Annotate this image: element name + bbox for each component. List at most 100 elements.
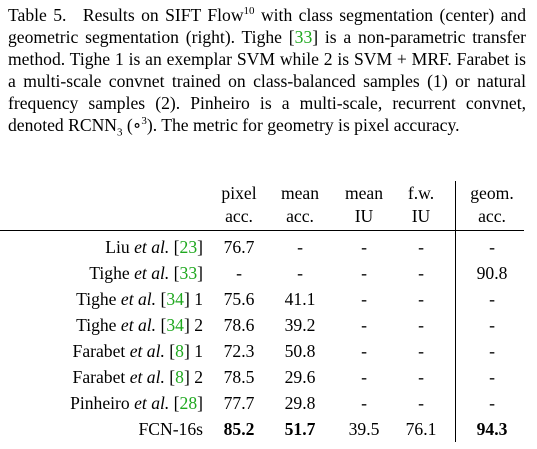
method-text: Liu	[105, 236, 135, 257]
table-row: Farabet et al. [8] 2 78.5 29.6 - - -	[0, 364, 524, 390]
value-cell: 76.1	[393, 416, 456, 442]
method-text: [	[169, 236, 180, 257]
table-row: Tighe et al. [33] - - - - 90.8	[0, 260, 524, 286]
caption-sub: 3	[116, 126, 123, 139]
method-cell: Tighe et al. [33]	[0, 260, 213, 286]
value-cell: 75.6	[213, 286, 265, 312]
value-cell: 29.6	[265, 364, 335, 390]
header-cell: mean	[344, 182, 384, 203]
value: 39.5	[348, 418, 380, 439]
value-cell: 94.3	[455, 416, 524, 442]
method-text: ] 2	[183, 314, 203, 335]
value-cell: -	[393, 338, 456, 364]
caption-label: Table 5.	[8, 5, 67, 25]
caption-text: with class segmentation (center) and geo…	[8, 5, 526, 47]
value-cell: 41.1	[265, 286, 335, 312]
value-cell: -	[455, 312, 524, 338]
value-cell: -	[455, 338, 524, 364]
value: -	[418, 262, 424, 283]
method-text: et al.	[134, 262, 170, 283]
value-cell: 85.2	[213, 416, 265, 442]
value: -	[489, 314, 495, 335]
value: -	[361, 314, 367, 335]
method-text: [	[156, 288, 167, 309]
value: -	[361, 288, 367, 309]
caption-text: ). The metric for geometry is pixel accu…	[146, 115, 460, 135]
value: -	[489, 288, 495, 309]
value: 51.7	[284, 418, 316, 439]
header-cell: IU	[335, 204, 393, 231]
citation[interactable]: 34	[166, 314, 184, 335]
header-cell: acc.	[213, 204, 265, 231]
value-cell: 29.8	[265, 390, 335, 416]
header-cell: IU	[393, 204, 456, 231]
caption-sup: 3	[141, 115, 147, 128]
caption-sup: 10	[243, 5, 255, 18]
value: -	[418, 340, 424, 361]
value: -	[489, 340, 495, 361]
value-cell: 50.8	[265, 338, 335, 364]
value-cell: -	[455, 230, 524, 260]
value: -	[361, 392, 367, 413]
header-cell: acc.	[455, 204, 524, 231]
value-cell: -	[265, 231, 335, 261]
method-text: [	[164, 366, 176, 387]
value-cell: -	[393, 390, 456, 416]
caption-text: Results on SIFT Flow	[82, 5, 244, 25]
value: -	[489, 366, 495, 387]
citation[interactable]: 8	[175, 366, 184, 387]
value: 85.2	[223, 418, 255, 439]
citation[interactable]: 28	[179, 392, 198, 413]
value-cell: 78.5	[213, 364, 265, 390]
citation[interactable]: 34	[166, 288, 184, 309]
method-text: et al.	[129, 366, 165, 387]
method-text: Tighe	[89, 262, 135, 283]
table-row: Farabet et al. [8] 1 72.3 50.8 - - -	[0, 338, 524, 364]
value: -	[361, 340, 367, 361]
citation[interactable]: 33	[179, 262, 198, 283]
value-cell: -	[393, 231, 456, 261]
value-cell: -	[213, 260, 265, 286]
method-cell: Liu et al. [23]	[0, 231, 213, 261]
value-cell: -	[393, 312, 456, 338]
value-cell: -	[393, 364, 456, 390]
citation[interactable]: 33	[294, 27, 313, 47]
method-cell: Tighe et al. [34] 1	[0, 286, 213, 312]
value-cell: 76.7	[213, 231, 265, 261]
value-cell: 72.3	[213, 338, 265, 364]
method-text: Tighe	[76, 314, 121, 335]
method-cell: FCN-16s	[0, 416, 213, 442]
value: -	[361, 366, 367, 387]
method-cell: Tighe et al. [34] 2	[0, 312, 213, 338]
header-cell: geom.	[455, 181, 524, 204]
value: -	[489, 236, 495, 257]
table-row: Pinheiro et al. [28] 77.7 29.8 - - -	[0, 390, 524, 416]
value: -	[236, 262, 242, 283]
value: -	[489, 392, 495, 413]
table-row: Tighe et al. [34] 2 78.6 39.2 - - -	[0, 312, 524, 338]
method-text: ] 1	[183, 340, 203, 361]
value: -	[418, 392, 424, 413]
value: 41.1	[284, 288, 316, 309]
value: -	[418, 366, 424, 387]
method-text: ]	[197, 236, 203, 257]
method-text: ]	[197, 392, 203, 413]
method-text: Pinheiro	[70, 392, 135, 413]
citation[interactable]: 8	[175, 340, 184, 361]
header-cell	[0, 181, 213, 204]
value: -	[297, 236, 303, 257]
value-cell: 78.6	[213, 312, 265, 338]
table-row: Tighe et al. [34] 1 75.6 41.1 - - -	[0, 286, 524, 312]
value: 50.8	[284, 340, 316, 361]
value: -	[361, 236, 367, 257]
table-row: FCN-16s 85.2 51.7 39.5 76.1 94.3	[0, 416, 524, 442]
value: -	[418, 288, 424, 309]
citation[interactable]: 23	[179, 236, 198, 257]
value: -	[297, 262, 303, 283]
value: 75.6	[223, 288, 255, 309]
caption: Table 5. Results on SIFT Flow10 with cla…	[8, 4, 526, 139]
value: 29.8	[284, 392, 316, 413]
value-cell: -	[335, 312, 393, 338]
value-cell: -	[455, 390, 524, 416]
header-cell: mean	[280, 182, 320, 203]
